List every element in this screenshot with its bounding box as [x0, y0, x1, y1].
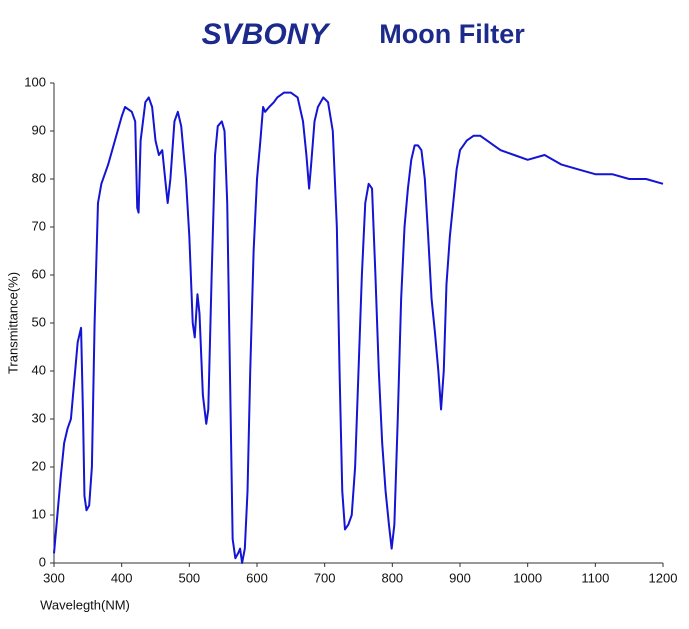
x-tick-label: 300 — [43, 570, 65, 585]
x-tick-label: 700 — [314, 570, 336, 585]
y-tick-label: 40 — [32, 362, 46, 377]
y-tick-label: 80 — [32, 170, 46, 185]
x-tick-label: 500 — [178, 570, 200, 585]
x-tick-label: 400 — [111, 570, 133, 585]
y-tick-label: 50 — [32, 314, 46, 329]
y-tick-label: 100 — [24, 74, 46, 89]
x-tick-label: 1200 — [649, 570, 678, 585]
y-tick-label: 70 — [32, 218, 46, 233]
y-tick-label: 20 — [32, 458, 46, 473]
y-tick-label: 90 — [32, 122, 46, 137]
x-tick-label: 1000 — [513, 570, 542, 585]
x-tick-label: 800 — [381, 570, 403, 585]
x-tick-label: 900 — [449, 570, 471, 585]
x-tick-label: 600 — [246, 570, 268, 585]
y-tick-label: 60 — [32, 266, 46, 281]
chart-title: Moon Filter — [379, 19, 525, 49]
y-tick-label: 0 — [39, 554, 46, 569]
y-tick-label: 30 — [32, 410, 46, 425]
brand: SVBONY — [202, 18, 332, 51]
x-tick-label: 1100 — [581, 570, 609, 585]
y-axis-label: Transmittance(%) — [5, 272, 20, 374]
data-line — [53, 91, 664, 564]
x-axis-label: Wavelegth(NM) — [40, 597, 130, 612]
y-tick-label: 10 — [32, 506, 46, 521]
